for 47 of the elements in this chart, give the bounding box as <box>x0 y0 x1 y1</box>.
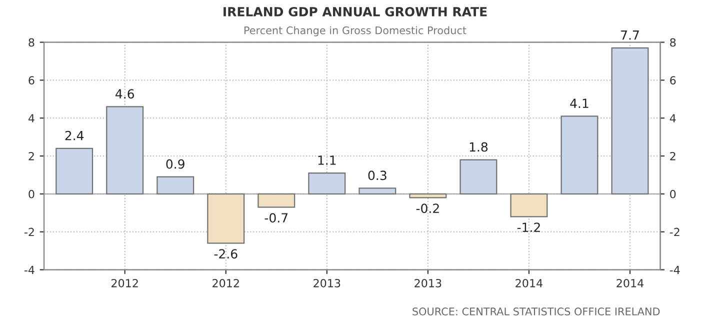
data-label: 0.3 <box>368 170 386 180</box>
y2-tick-label: 0 <box>670 190 676 198</box>
y-tick-label: 0 <box>28 190 34 198</box>
bar <box>56 148 94 194</box>
data-label: 1.1 <box>318 156 336 165</box>
data-label: -0.2 <box>416 204 439 214</box>
y-tick-label: 6 <box>28 76 34 85</box>
bar <box>156 176 194 194</box>
data-label: -1.2 <box>517 222 540 232</box>
data-label: -0.7 <box>264 213 288 223</box>
x-tick-label: 2012 <box>112 278 138 288</box>
y-tick-label: 8 <box>28 38 34 47</box>
bar <box>560 116 598 194</box>
y2-tick-label: 4 <box>670 114 676 122</box>
y2-tick-label: -4 <box>670 266 680 274</box>
bar <box>409 193 447 198</box>
y-tick-label: 4 <box>28 114 34 122</box>
bar <box>510 193 548 218</box>
data-label: 2.4 <box>65 130 84 140</box>
bar <box>358 188 396 194</box>
data-label: 1.8 <box>470 142 488 152</box>
y2-tick-label: -2 <box>670 228 680 236</box>
bar <box>106 106 144 194</box>
y-tick-label: -4 <box>24 266 34 274</box>
data-label: 7.7 <box>621 30 639 40</box>
x-tick-label: 2014 <box>616 278 644 288</box>
bar <box>207 193 245 244</box>
data-label: 4.6 <box>116 89 134 99</box>
y-tick-label: 2 <box>28 152 34 160</box>
chart-subtitle: Percent Change in Gross Domestic Product <box>244 26 466 36</box>
bar <box>460 159 498 194</box>
y2-tick-label: 2 <box>670 152 676 160</box>
source-note: SOURCE: CENTRAL STATISTICS OFFICE IRELAND <box>412 308 660 316</box>
data-label: 0.9 <box>166 159 184 169</box>
x-tick-label: 2014 <box>516 278 542 288</box>
data-label: -2.6 <box>214 249 238 259</box>
bar <box>308 172 346 194</box>
y2-tick-label: 6 <box>670 76 676 85</box>
bar <box>258 193 296 208</box>
y-tick-label: -2 <box>24 228 34 236</box>
bar <box>611 47 649 194</box>
x-tick-label: 2013 <box>314 278 340 288</box>
chart-title: IRELAND GDP ANNUAL GROWTH RATE <box>224 6 487 16</box>
x-tick-label: 2013 <box>414 278 442 288</box>
x-tick-label: 2012 <box>212 278 239 288</box>
data-label: 4.1 <box>570 98 588 108</box>
y2-tick-label: 8 <box>670 38 676 47</box>
